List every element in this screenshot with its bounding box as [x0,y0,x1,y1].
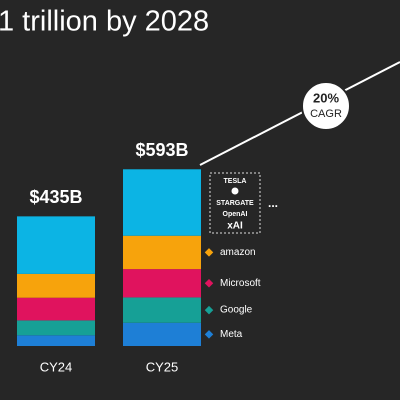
x-tick-label: CY24 [40,359,73,374]
cagr-label: CAGR [310,108,342,120]
chart-title: 1 trillion by 2028 [0,6,209,38]
others-logo: STARGATE [216,200,254,207]
bar-segment [123,322,201,346]
bar-segment [17,335,95,346]
legend-marker [204,330,214,339]
trend-line [199,61,400,166]
legend-marker [204,279,214,288]
apple-icon [231,187,239,195]
bar-segment [123,297,201,323]
others-box [209,172,261,234]
x-tick-label: CY25 [146,359,179,374]
legend-label: Microsoft [220,278,261,289]
legend-label: Meta [220,329,243,340]
bar-segment [17,273,95,298]
total-label: $435B [29,187,82,207]
bar-segment [17,320,95,336]
ellipsis: ... [268,196,278,210]
legend-marker [204,305,214,315]
legend-marker [204,248,214,257]
legend-label: amazon [220,247,256,258]
legend-label: Google [220,305,253,316]
others-logo: xAI [227,221,243,232]
others-logo: OpenAI [223,211,248,218]
cagr-circle [301,81,351,131]
cagr-value: 20% [313,90,339,105]
bar-segment [123,235,201,270]
others-logo: TESLA [224,178,247,185]
bar-segment [17,297,95,321]
bar-segment [123,169,201,236]
bar-segment [17,216,95,274]
bar-segment [123,269,201,298]
total-label: $593B [135,140,188,160]
